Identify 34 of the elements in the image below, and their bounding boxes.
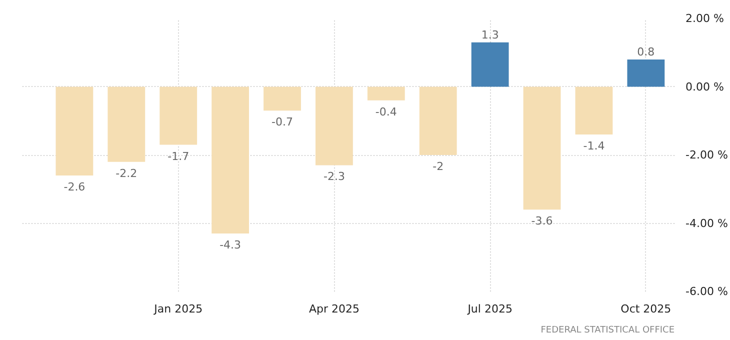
data-label: -2	[432, 160, 444, 173]
bar	[367, 86, 405, 100]
data-label: -1.7	[168, 150, 190, 163]
data-label: -3.6	[531, 214, 553, 228]
bar	[264, 86, 301, 111]
y-tick-label: -6.00 %	[686, 285, 728, 298]
data-label: -0.4	[375, 105, 397, 118]
y-tick-label: 2.00 %	[686, 12, 724, 25]
y-tick-label: -4.00 %	[686, 216, 728, 230]
data-label: -2.2	[116, 166, 138, 180]
bar	[419, 86, 457, 155]
data-label: 0.8	[637, 45, 655, 58]
y-tick-label: 0.00 %	[686, 80, 724, 94]
x-tick-label: Jul 2025	[466, 302, 512, 316]
bar	[56, 86, 94, 176]
data-label: -1.4	[583, 140, 605, 153]
bar	[627, 59, 665, 87]
x-tick-label: Apr 2025	[308, 302, 360, 316]
data-label: -4.3	[220, 238, 242, 252]
bar	[523, 86, 561, 210]
y-tick-label: -2.00 %	[686, 148, 728, 162]
data-label: -2.6	[64, 180, 86, 194]
data-label: 1.3	[481, 28, 499, 42]
bar	[316, 86, 353, 166]
bar	[575, 86, 613, 135]
data-label: -0.7	[272, 116, 293, 129]
text: FEDERAL STATISTICAL OFFICE	[540, 326, 675, 336]
bar	[160, 86, 198, 145]
bar	[108, 86, 146, 162]
x-tick-label: Jan 2025	[153, 302, 203, 316]
x-tick-label: Oct 2025	[620, 302, 672, 316]
bar	[471, 42, 509, 87]
data-label: -2.3	[323, 170, 345, 184]
bar	[212, 86, 250, 234]
